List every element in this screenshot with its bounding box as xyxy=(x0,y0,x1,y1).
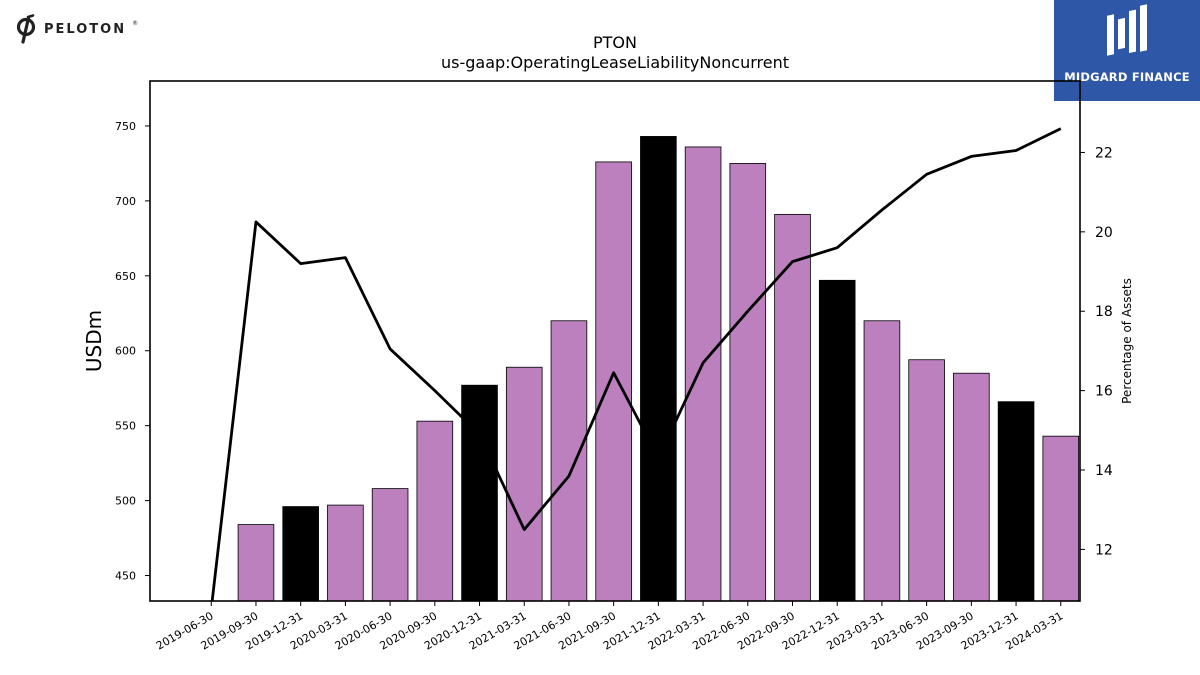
bar-2021-12-31 xyxy=(640,136,677,602)
y-tick-label: 600 xyxy=(115,345,136,358)
y-tick-label: 500 xyxy=(115,495,136,508)
y-axis-label: USDm xyxy=(82,310,106,372)
brand-name: PELOTON xyxy=(44,21,127,37)
bar-2021-06-30 xyxy=(550,320,588,602)
bar-2021-03-31 xyxy=(505,366,543,602)
bar-2023-09-30 xyxy=(953,372,990,602)
y-tick-label: 750 xyxy=(115,120,136,133)
bar-2020-12-31 xyxy=(461,384,498,602)
y2-tick-label: 22 xyxy=(1095,145,1113,161)
bar-2022-03-31 xyxy=(684,146,722,602)
bar-2023-06-30 xyxy=(908,359,945,602)
chart-subtitle: us-gaap:OperatingLeaseLiabilityNoncurren… xyxy=(441,53,789,72)
bar-2022-12-31 xyxy=(818,279,856,602)
y-tick-label: 650 xyxy=(115,270,136,283)
y-tick-label: 700 xyxy=(115,195,136,208)
pct-assets-line xyxy=(210,127,1062,601)
bar-2020-09-30 xyxy=(416,420,454,602)
bar-2019-09-30 xyxy=(237,524,275,602)
midgard-logo-icon xyxy=(1107,4,1147,56)
sponsor-name: MIDGARD FINANCE xyxy=(1064,70,1190,84)
brand-reg-mark: ® xyxy=(132,19,139,27)
peloton-p-icon xyxy=(16,14,36,44)
bar-2020-03-31 xyxy=(327,504,364,602)
sponsor-badge: MIDGARD FINANCE xyxy=(1054,0,1200,101)
bar-2021-09-30 xyxy=(595,161,632,602)
y2-tick-label: 18 xyxy=(1095,304,1113,320)
y2-axis-label: Percentage of Assets xyxy=(1120,278,1134,404)
y2-tick-label: 12 xyxy=(1095,542,1113,558)
peloton-logo: PELOTON ® xyxy=(14,14,138,44)
y2-tick-label: 16 xyxy=(1095,384,1113,400)
y2-tick-label: 20 xyxy=(1095,225,1113,241)
bar-2022-06-30 xyxy=(729,163,767,602)
y2-tick-label: 14 xyxy=(1095,463,1113,479)
y-tick-label: 450 xyxy=(115,570,136,583)
bar-2022-09-30 xyxy=(774,213,811,602)
bar-2024-03-31 xyxy=(1042,435,1080,602)
bar-2023-12-31 xyxy=(997,401,1035,602)
chart-title: PTON xyxy=(593,33,637,52)
bar-2023-03-31 xyxy=(863,320,901,602)
bar-2019-12-31 xyxy=(282,506,319,602)
plot-frame xyxy=(149,80,1081,602)
y-tick-label: 550 xyxy=(115,420,136,433)
bar-2020-06-30 xyxy=(371,488,409,602)
